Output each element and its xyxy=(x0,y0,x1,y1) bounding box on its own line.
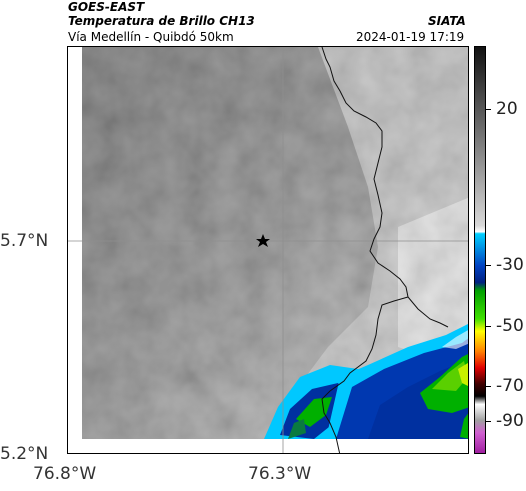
cbar-tick-m90 xyxy=(486,421,491,422)
cbar-tick-20 xyxy=(486,109,491,110)
map-svg xyxy=(68,47,468,453)
cbar-label-m70: -70 xyxy=(496,376,524,396)
border-line-east xyxy=(321,47,449,328)
product-title: Temperatura de Brillo CH13 xyxy=(68,14,255,28)
satellite-name: GOES-EAST xyxy=(68,0,145,14)
satellite-map[interactable] xyxy=(67,46,469,454)
colorbar xyxy=(474,46,486,454)
map-bottom-blank xyxy=(68,439,468,453)
star-icon xyxy=(256,234,270,247)
timestamp-label: 2024-01-19 17:19 xyxy=(356,30,465,44)
route-label: Vía Medellín - Quibdó 50km xyxy=(68,30,234,44)
cbar-tick-m70 xyxy=(486,386,491,387)
cbar-label-m50: -50 xyxy=(496,316,524,336)
cbar-label-m30: -30 xyxy=(496,255,524,275)
colorbar-svg xyxy=(475,47,485,453)
border-line-south xyxy=(321,296,409,453)
cbar-label-20: 20 xyxy=(496,99,518,119)
x-tick-76-8: 76.8°W xyxy=(33,464,97,484)
map-left-blank xyxy=(68,47,82,453)
cbar-label-m90: -90 xyxy=(496,411,524,431)
y-tick-5-7: 5.7°N xyxy=(0,231,49,251)
cbar-tick-m50 xyxy=(486,326,491,327)
cbar-tick-m30 xyxy=(486,265,491,266)
y-tick-5-2: 5.2°N xyxy=(0,444,49,464)
x-tick-76-3: 76.3°W xyxy=(248,464,312,484)
source-label: SIATA xyxy=(428,14,466,28)
